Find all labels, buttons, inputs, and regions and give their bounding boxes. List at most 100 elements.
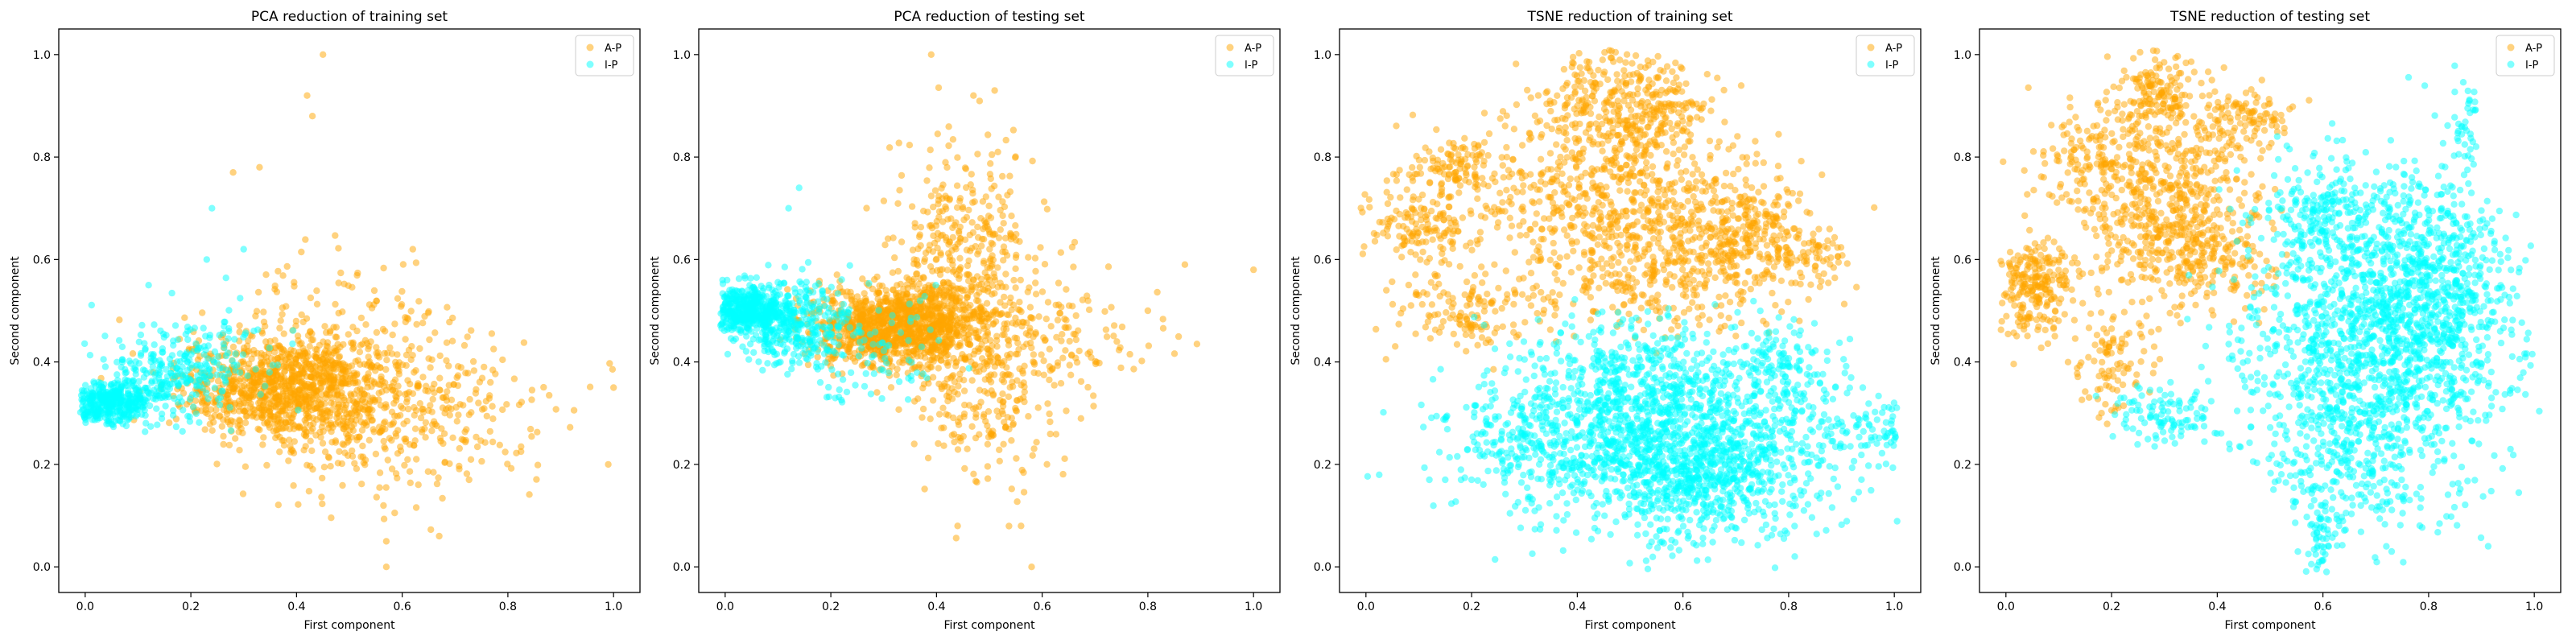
data-point-A-P [1000,257,1007,264]
data-point-A-P [349,324,357,331]
data-point-A-P [1012,153,1019,160]
data-point-A-P [419,428,426,436]
data-point-I-P [200,351,208,358]
data-point-A-P [916,305,924,313]
data-point-A-P [1032,267,1039,275]
data-point-A-P [997,226,1005,233]
data-point-A-P [248,355,255,362]
data-point-A-P [268,378,276,386]
data-point-A-P [869,363,877,370]
data-point-A-P [989,427,997,435]
data-point-I-P [115,336,123,345]
data-point-I-P [203,389,210,397]
data-point-A-P [430,469,437,476]
data-point-I-P [835,341,842,349]
data-point-A-P [229,378,236,385]
data-point-I-P [184,324,192,331]
data-point-I-P [132,386,140,394]
data-point-A-P [330,400,337,408]
data-point-A-P [916,231,924,238]
data-point-A-P [482,398,490,405]
data-point-A-P [1017,276,1025,284]
data-point-A-P [324,407,331,415]
data-point-A-P [1101,308,1108,316]
data-point-I-P [89,390,97,398]
data-point-A-P [303,461,311,469]
data-point-I-P [101,363,109,370]
data-point-A-P [987,371,995,378]
data-point-I-P [200,324,207,332]
data-point-A-P [394,351,401,358]
data-point-A-P [528,433,535,440]
data-point-A-P [1103,333,1111,341]
data-point-A-P [965,341,972,348]
data-point-A-P [912,346,919,353]
data-point-A-P [446,318,453,326]
data-point-A-P [945,123,952,130]
data-point-A-P [929,343,936,351]
data-point-A-P [349,427,357,435]
data-point-I-P [716,322,724,329]
data-point-A-P [325,454,332,461]
data-point-A-P [235,378,243,385]
data-point-A-P [301,426,308,433]
data-point-A-P [938,351,945,358]
data-point-A-P [287,446,295,453]
data-point-A-P [966,247,974,254]
data-point-A-P [350,344,357,351]
data-point-I-P [168,352,176,359]
data-point-A-P [938,328,945,336]
data-point-A-P [1002,270,1009,278]
data-point-A-P [318,493,325,501]
data-point-A-P [282,424,289,431]
data-point-A-P [1138,357,1146,365]
data-point-A-P [510,375,518,382]
x-tick-label: 0.0 [76,601,94,613]
data-point-A-P [925,380,932,387]
data-point-I-P [778,308,786,316]
data-point-I-P [219,329,227,337]
data-point-A-P [443,339,451,346]
data-point-A-P [369,426,377,433]
data-point-A-P [457,364,464,371]
data-point-A-P [1012,284,1019,291]
data-point-A-P [394,474,401,482]
data-point-A-P [316,341,324,349]
data-point-A-P [283,411,290,419]
data-point-A-P [1013,407,1021,415]
data-point-A-P [943,205,950,213]
data-point-I-P [213,359,221,366]
data-point-I-P [126,394,134,402]
data-point-A-P [973,291,980,299]
data-point-A-P [216,413,223,420]
data-point-A-P [937,357,945,364]
data-point-A-P [987,175,995,183]
data-point-I-P [773,302,780,309]
data-point-A-P [999,331,1006,339]
data-point-A-P [332,324,340,331]
data-point-I-P [147,423,155,430]
data-point-I-P [257,390,264,398]
data-point-A-P [425,407,432,415]
data-point-A-P [914,395,922,402]
data-point-A-P [392,397,400,404]
data-point-A-P [943,359,950,366]
data-point-A-P [945,142,952,150]
data-point-A-P [908,203,916,210]
data-point-A-P [924,208,931,216]
data-point-A-P [321,448,329,456]
data-point-A-P [348,372,355,379]
data-point-I-P [226,403,233,411]
data-point-A-P [1070,330,1077,338]
data-point-A-P [869,285,877,293]
data-point-A-P [925,282,932,289]
data-point-A-P [1001,293,1008,301]
data-point-A-P [528,386,536,394]
data-point-I-P [79,398,87,406]
data-point-A-P [310,382,317,389]
data-point-A-P [1019,318,1026,326]
data-point-A-P [433,422,440,430]
data-point-A-P [1059,354,1067,361]
data-point-I-P [221,344,228,351]
data-point-A-P [919,274,927,281]
